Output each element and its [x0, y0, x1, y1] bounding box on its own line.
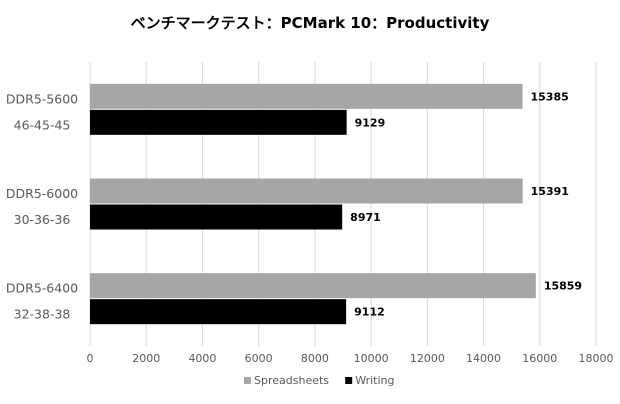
category-timing-label: 46-45-45 [14, 117, 71, 132]
legend-swatch [244, 377, 251, 384]
data-label: 9129 [355, 116, 386, 129]
category-labels: DDR5-5600 46-45-45 DDR5-6000 30-36-36 DDR5-6… [6, 91, 78, 321]
data-labels: 15385 9129 15391 8971 15859 9112 [350, 90, 582, 318]
x-tick-label: 14000 [466, 352, 501, 365]
data-label: 8971 [350, 211, 381, 224]
x-tick-label: 10000 [354, 352, 389, 365]
x-tick-label: 0 [87, 352, 94, 365]
data-label: 15391 [531, 185, 569, 198]
bar-writing [90, 204, 343, 230]
x-tick-label: 12000 [410, 352, 445, 365]
x-tick-label: 2000 [132, 352, 160, 365]
bar-writing [90, 109, 347, 135]
category-label: DDR5-6400 [6, 281, 78, 296]
x-tick-label: 4000 [188, 352, 216, 365]
legend-swatch [345, 377, 353, 384]
category-timing-label: 32-38-38 [14, 307, 71, 322]
bar-writing [90, 299, 347, 325]
x-tick-label: 18000 [579, 352, 614, 365]
x-axis-ticks: 0 2000 4000 6000 8000 10000 12000 14000 16000 180… [87, 352, 614, 365]
chart-title: ベンチマークテスト：PCMark 10：Productivity [131, 14, 490, 32]
x-tick-label: 16000 [522, 352, 557, 365]
category-timing-label: 30-36-36 [14, 212, 71, 227]
data-label: 9112 [354, 306, 385, 319]
category-label: DDR5-6000 [6, 186, 78, 201]
bars [90, 83, 536, 325]
bar-spreadsheets [90, 83, 523, 109]
category-label: DDR5-5600 [6, 91, 78, 106]
x-tick-label: 8000 [301, 352, 329, 365]
data-label: 15859 [544, 280, 582, 293]
data-label: 15385 [530, 90, 568, 103]
grid-lines [89, 62, 597, 346]
x-tick-label: 6000 [245, 352, 273, 365]
bar-spreadsheets [90, 273, 536, 299]
legend: Spreadsheets Writing [244, 374, 394, 387]
legend-label: Writing [355, 374, 394, 387]
legend-label: Spreadsheets [254, 374, 329, 387]
bar-spreadsheets [90, 178, 523, 204]
